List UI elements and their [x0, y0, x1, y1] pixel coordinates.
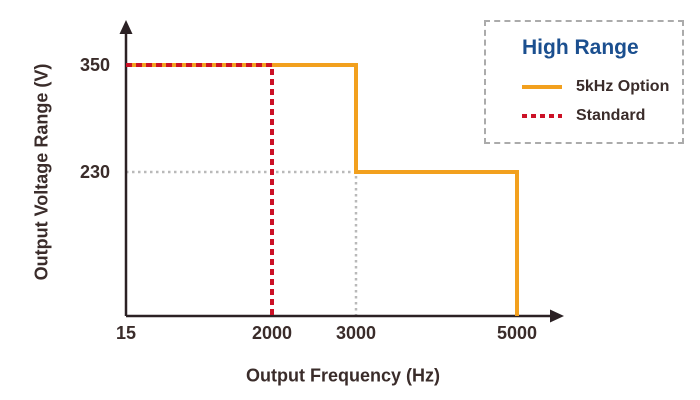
legend-entry-standard: Standard [522, 106, 645, 126]
solid-line-swatch-icon [522, 85, 562, 89]
y-tick-label-230: 230 [79, 162, 110, 182]
x-tick-label-15: 15 [115, 323, 137, 343]
y-axis-title: Output Voltage Range (V) [31, 63, 52, 281]
x-axis-arrowhead-icon [550, 309, 564, 323]
legend: High Range 5kHz Option Standard [484, 20, 684, 144]
legend-label-standard: Standard [576, 107, 646, 124]
legend-title: High Range [522, 36, 639, 59]
series-standard-line [126, 63, 274, 316]
guide-line-230V-3000Hz-guide [126, 170, 358, 316]
legend-label-5khz-option: 5kHz Option [576, 78, 670, 95]
legend-entry-5khz-option: 5kHz Option [522, 77, 669, 97]
y-tick-label-350: 350 [79, 55, 110, 75]
dashed-line-swatch-icon [522, 114, 562, 118]
x-axis-title: Output Frequency (Hz) [246, 365, 440, 386]
x-tick-label-5000: 5000 [496, 323, 538, 343]
series-5khz-option-line [126, 63, 519, 316]
y-axis-arrowhead-icon [119, 20, 133, 34]
x-tick-label-3000: 3000 [335, 323, 377, 343]
x-tick-label-2000: 2000 [251, 323, 293, 343]
